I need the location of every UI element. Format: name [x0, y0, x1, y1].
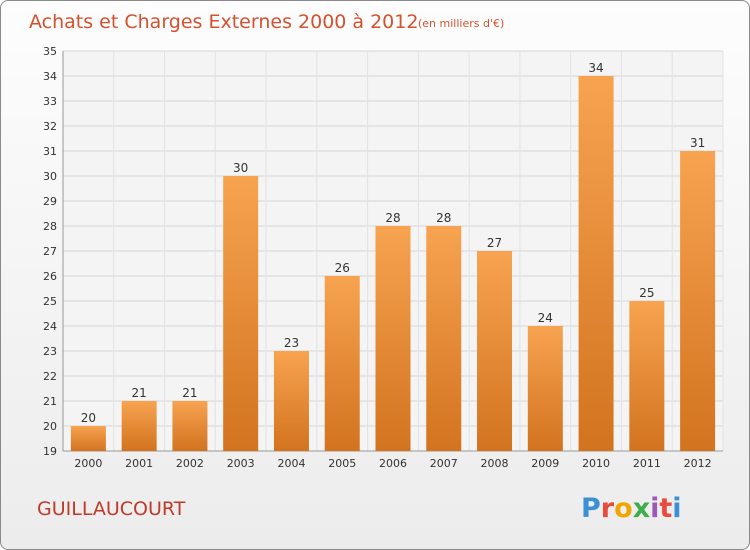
x-tick-label: 2003 [227, 457, 255, 470]
x-tick-label: 2012 [684, 457, 712, 470]
y-tick-label: 20 [43, 420, 57, 433]
data-label: 23 [284, 336, 299, 350]
bar [578, 76, 614, 451]
y-tick-label: 34 [43, 70, 57, 83]
y-tick-label: 23 [43, 345, 57, 358]
bars [70, 76, 716, 451]
bar [629, 301, 665, 451]
chart-subtitle: (en milliers d'€) [418, 17, 504, 30]
y-tick-label: 30 [43, 170, 57, 183]
x-tick-label: 2009 [531, 457, 559, 470]
bar [273, 351, 309, 451]
data-label: 34 [588, 61, 603, 75]
bar [121, 401, 157, 451]
data-label: 21 [132, 386, 147, 400]
y-tick-label: 33 [43, 95, 57, 108]
data-label: 30 [233, 161, 248, 175]
x-tick-label: 2007 [430, 457, 458, 470]
data-label: 20 [81, 411, 96, 425]
data-label: 31 [690, 136, 705, 150]
y-tick-label: 21 [43, 395, 57, 408]
bar [375, 226, 411, 451]
x-tick-label: 2006 [379, 457, 407, 470]
data-label: 28 [436, 211, 451, 225]
bar [426, 226, 462, 451]
y-tick-label: 25 [43, 295, 57, 308]
bar [172, 401, 208, 451]
data-labels: 20 21 21 30 23 26 28 28 27 24 34 25 31 [81, 61, 706, 425]
y-tick-label: 19 [43, 445, 57, 458]
data-label: 25 [639, 286, 654, 300]
x-tick-label: 2005 [328, 457, 356, 470]
location-label: GUILLAUCOURT [37, 498, 186, 520]
y-tick-label: 32 [43, 120, 57, 133]
y-tick-label: 27 [43, 245, 57, 258]
y-tick-label: 29 [43, 195, 57, 208]
bar [324, 276, 360, 451]
x-tick-label: 2008 [481, 457, 509, 470]
bar [527, 326, 563, 451]
chart-title: Achats et Charges Externes 2000 à 2012 [29, 11, 418, 33]
brand-logo: Proxiti [581, 493, 682, 524]
y-tick-label: 35 [43, 45, 57, 58]
x-tick-label: 2001 [125, 457, 153, 470]
bar [680, 151, 716, 451]
bar [477, 251, 513, 451]
data-label: 26 [335, 261, 350, 275]
x-tick-label: 2002 [176, 457, 204, 470]
y-tick-label: 28 [43, 220, 57, 233]
data-label: 28 [385, 211, 400, 225]
bar [223, 176, 259, 451]
bar [70, 426, 106, 451]
data-label: 27 [487, 236, 502, 250]
y-tick-label: 24 [43, 320, 57, 333]
x-tick-label: 2010 [582, 457, 610, 470]
x-tick-label: 2004 [277, 457, 305, 470]
axes: 19 20 21 22 23 24 25 26 27 28 29 30 31 32 33 34 35 2000 20… [43, 45, 723, 470]
y-tick-label: 26 [43, 270, 57, 283]
y-tick-label: 22 [43, 370, 57, 383]
data-label: 21 [182, 386, 197, 400]
y-tick-label: 31 [43, 145, 57, 158]
x-tick-label: 2000 [74, 457, 102, 470]
x-tick-label: 2011 [633, 457, 661, 470]
data-label: 24 [538, 311, 553, 325]
